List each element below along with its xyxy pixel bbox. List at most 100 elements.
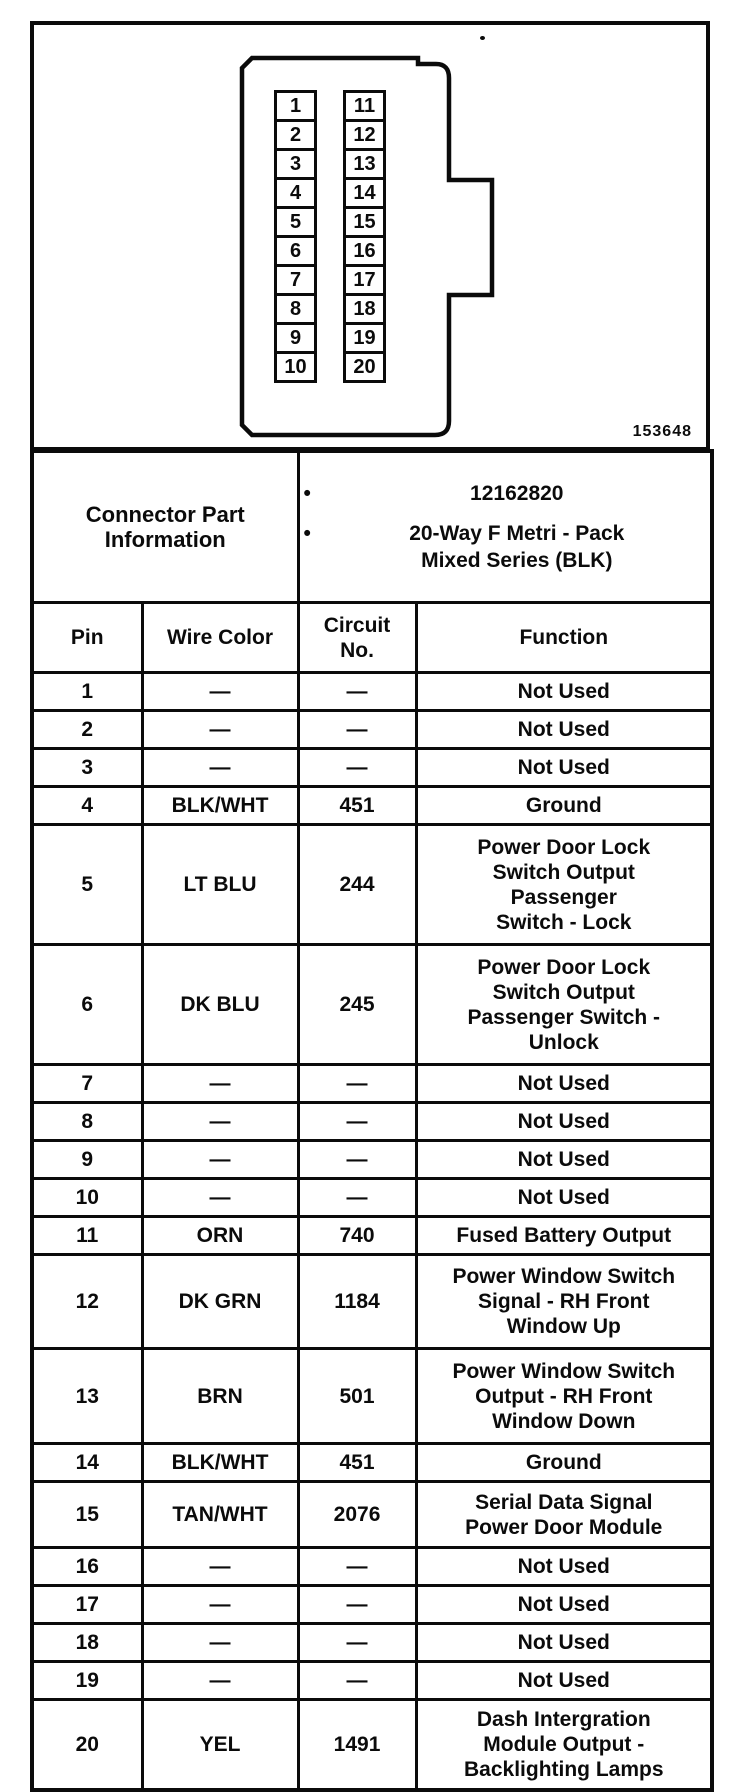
connector-pin: 12 — [343, 119, 386, 151]
pin-cell: 20 — [30, 1698, 144, 1791]
wire-color-cell: — — [140, 671, 300, 712]
table-row: 7 — — Not Used — [30, 1063, 714, 1104]
connector-figure: 1 2 3 4 5 6 7 8 9 10 11 12 13 14 15 16 1… — [30, 21, 710, 451]
connector-pin: 8 — [274, 293, 317, 325]
function-cell: Power Window Switch Signal - RH Front Wi… — [414, 1253, 714, 1350]
pin-cell: 7 — [30, 1063, 144, 1104]
pin-cell: 16 — [30, 1546, 144, 1587]
table-row: 16 — — Not Used — [30, 1546, 714, 1587]
pin-cell: 6 — [30, 943, 144, 1066]
wire-color-cell: — — [140, 1660, 300, 1701]
table-row: 10 — — Not Used — [30, 1177, 714, 1218]
pin-cell: 15 — [30, 1480, 144, 1549]
circuit-cell: 501 — [296, 1347, 418, 1445]
circuit-cell: — — [296, 1101, 418, 1142]
circuit-cell: 451 — [296, 785, 418, 826]
connector-pin: 2 — [274, 119, 317, 151]
connector-pin: 19 — [343, 322, 386, 354]
circuit-cell: — — [296, 1622, 418, 1663]
function-cell: Not Used — [414, 1546, 714, 1587]
function-cell: Not Used — [414, 1101, 714, 1142]
table-row: 5 LT BLU 244 Power Door Lock Switch Outp… — [30, 823, 714, 946]
table-row: 14 BLK/WHT 451 Ground — [30, 1442, 714, 1483]
wire-color-cell: — — [140, 1063, 300, 1104]
table-row: 13 BRN 501 Power Window Switch Output - … — [30, 1347, 714, 1445]
wire-color-cell: — — [140, 1101, 300, 1142]
function-cell: Not Used — [414, 1660, 714, 1701]
table-row: 11 ORN 740 Fused Battery Output — [30, 1215, 714, 1256]
connector-pin: 13 — [343, 148, 386, 180]
connector-pin: 3 — [274, 148, 317, 180]
wire-color-cell: — — [140, 1584, 300, 1625]
table-row: 18 — — Not Used — [30, 1622, 714, 1663]
part-info-row: Connector Part Information • 12162820 • 20… — [30, 449, 714, 604]
circuit-cell: — — [296, 1546, 418, 1587]
connector-pin: 15 — [343, 206, 386, 238]
circuit-cell: — — [296, 1660, 418, 1701]
function-cell: Not Used — [414, 1063, 714, 1104]
figure-number: 153648 — [632, 423, 692, 440]
function-cell: Not Used — [414, 1139, 714, 1180]
wire-color-cell: LT BLU — [140, 823, 300, 946]
function-cell: Not Used — [414, 671, 714, 712]
connector-pin: 18 — [343, 293, 386, 325]
circuit-cell: — — [296, 747, 418, 788]
pin-grid-right: 11 12 13 14 15 16 17 18 19 20 — [343, 90, 386, 383]
circuit-cell: 245 — [296, 943, 418, 1066]
bullet-icon: • — [303, 482, 311, 505]
pin-cell: 13 — [30, 1347, 144, 1445]
connector-pin: 6 — [274, 235, 317, 267]
scan-speck — [480, 36, 485, 40]
circuit-cell: 451 — [296, 1442, 418, 1483]
circuit-cell: 1184 — [296, 1253, 418, 1350]
circuit-cell: — — [296, 1063, 418, 1104]
function-cell: Power Door Lock Switch Output Passenger … — [414, 823, 714, 946]
wire-color-cell: BRN — [140, 1347, 300, 1445]
function-cell: Not Used — [414, 1584, 714, 1625]
pin-cell: 2 — [30, 709, 144, 750]
pin-cell: 12 — [30, 1253, 144, 1350]
function-cell: Ground — [414, 1442, 714, 1483]
circuit-cell: — — [296, 1177, 418, 1218]
table-row: 2 — — Not Used — [30, 709, 714, 750]
column-header-wire-color: Wire Color — [140, 601, 300, 674]
function-cell: Dash Intergration Module Output - Backli… — [414, 1698, 714, 1791]
function-cell: Not Used — [414, 1622, 714, 1663]
function-cell: Serial Data Signal Power Door Module — [414, 1480, 714, 1549]
pin-cell: 10 — [30, 1177, 144, 1218]
part-info-list: • 12162820 • 20-Way F Metri - Pack Mixed S… — [304, 480, 707, 574]
table-row: 3 — — Not Used — [30, 747, 714, 788]
connector-outline — [239, 55, 495, 438]
pin-cell: 11 — [30, 1215, 144, 1256]
connector-type-item: • 20-Way F Metri - Pack Mixed Series (BLK… — [304, 520, 707, 574]
table-row: 12 DK GRN 1184 Power Window Switch Signa… — [30, 1253, 714, 1350]
table-row: 1 — — Not Used — [30, 671, 714, 712]
wire-color-cell: — — [140, 1546, 300, 1587]
pin-cell: 5 — [30, 823, 144, 946]
wire-color-cell: — — [140, 1139, 300, 1180]
wire-color-cell: ORN — [140, 1215, 300, 1256]
connector-pin: 16 — [343, 235, 386, 267]
function-cell: Fused Battery Output — [414, 1215, 714, 1256]
circuit-cell: 1491 — [296, 1698, 418, 1791]
bullet-icon: • — [303, 522, 311, 545]
part-number-item: • 12162820 — [304, 480, 707, 507]
connector-pin: 7 — [274, 264, 317, 296]
connector-pin: 10 — [274, 351, 317, 383]
connector-pin: 4 — [274, 177, 317, 209]
circuit-cell: — — [296, 671, 418, 712]
pin-cell: 17 — [30, 1584, 144, 1625]
table-row: 19 — — Not Used — [30, 1660, 714, 1701]
table-row: 15 TAN/WHT 2076 Serial Data Signal Power… — [30, 1480, 714, 1549]
wire-color-cell: — — [140, 1622, 300, 1663]
connector-pin: 1 — [274, 90, 317, 122]
circuit-cell: 2076 — [296, 1480, 418, 1549]
pin-cell: 18 — [30, 1622, 144, 1663]
connector-pin: 9 — [274, 322, 317, 354]
circuit-cell: — — [296, 1584, 418, 1625]
wire-color-cell: YEL — [140, 1698, 300, 1791]
pin-cell: 9 — [30, 1139, 144, 1180]
function-cell: Ground — [414, 785, 714, 826]
wire-color-cell: DK GRN — [140, 1253, 300, 1350]
